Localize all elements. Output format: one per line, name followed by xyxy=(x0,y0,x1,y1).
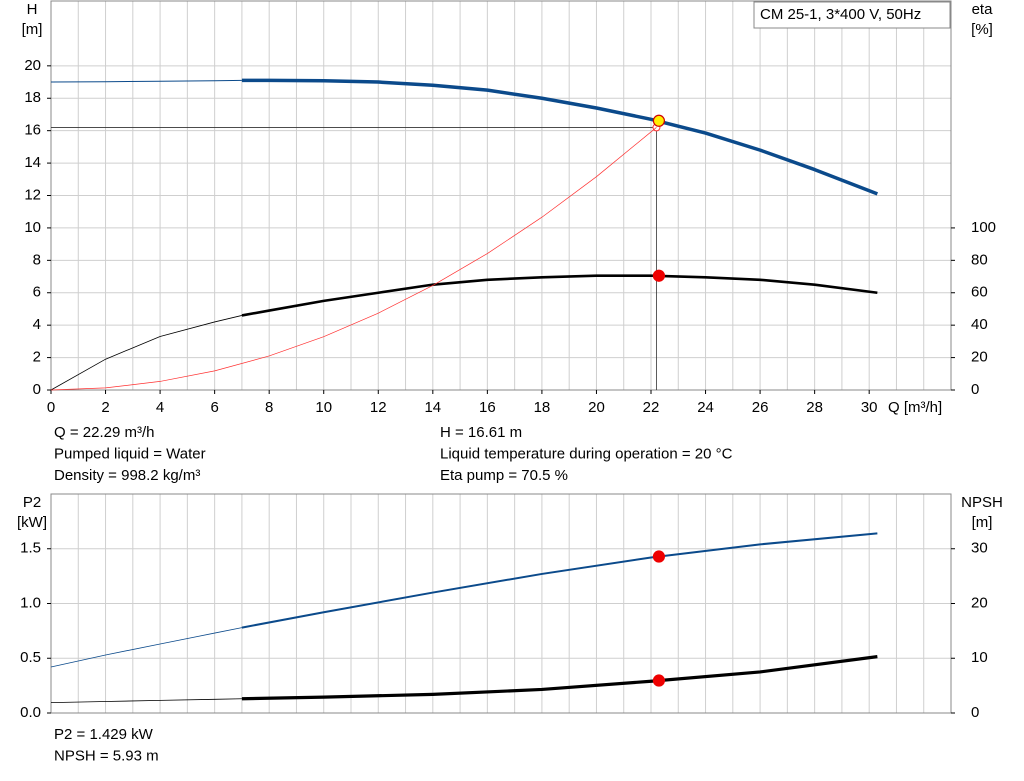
x-tick-label: 22 xyxy=(643,399,660,416)
y-tick-label: 14 xyxy=(24,154,41,171)
y2-tick-label: 20 xyxy=(971,594,988,611)
x-tick-label: 4 xyxy=(156,399,164,416)
series-line xyxy=(50,79,242,83)
info-text: Eta pump = 70.5 % xyxy=(440,467,568,484)
y-axis-label: [kW] xyxy=(17,514,47,531)
y2-tick-label: 60 xyxy=(971,284,988,301)
y2-axis-label: [m] xyxy=(972,514,993,531)
x-tick-label: 8 xyxy=(265,399,273,416)
y-axis-label: H xyxy=(27,1,38,18)
series-line xyxy=(50,698,242,703)
y2-tick-label: 100 xyxy=(971,219,996,236)
y2-axis-label: NPSH xyxy=(961,494,1003,511)
info-text: Pumped liquid = Water xyxy=(54,445,206,462)
y2-tick-label: 0 xyxy=(971,381,979,398)
x-tick-label: 16 xyxy=(479,399,496,416)
y-tick-label: 0.0 xyxy=(20,704,41,721)
y2-axis-label: [%] xyxy=(971,21,993,38)
x-tick-label: 26 xyxy=(752,399,769,416)
legend-box xyxy=(753,1,951,29)
operating-point xyxy=(652,114,666,127)
y-tick-label: 12 xyxy=(24,186,41,203)
x-tick-label: 24 xyxy=(697,399,714,416)
y2-axis-label: eta xyxy=(972,1,994,18)
y-tick-label: 1.0 xyxy=(20,594,41,611)
operating-point xyxy=(652,550,666,563)
x-axis-label: Q [m³/h] xyxy=(888,399,942,416)
y-tick-label: 16 xyxy=(24,122,41,139)
series-line xyxy=(241,532,878,629)
series-line xyxy=(241,78,878,196)
info-text: Density = 998.2 kg/m³ xyxy=(54,467,200,484)
x-tick-label: 20 xyxy=(588,399,605,416)
y-tick-label: 0.5 xyxy=(20,649,41,666)
series-line xyxy=(50,627,242,668)
y2-tick-label: 10 xyxy=(971,649,988,666)
x-tick-label: 2 xyxy=(101,399,109,416)
x-tick-label: 28 xyxy=(806,399,823,416)
y-tick-label: 6 xyxy=(33,284,41,301)
y-axis-label: [m] xyxy=(22,21,43,38)
y-tick-label: 2 xyxy=(33,349,41,366)
operating-point xyxy=(652,269,666,282)
y-tick-label: 8 xyxy=(33,251,41,268)
series-line xyxy=(241,655,878,701)
legend-title: CM 25-1, 3*400 V, 50Hz xyxy=(760,6,921,23)
y-tick-label: 20 xyxy=(24,57,41,74)
y-axis-label: P2 xyxy=(23,494,41,511)
x-tick-label: 10 xyxy=(315,399,332,416)
y2-tick-label: 30 xyxy=(971,540,988,557)
operating-point xyxy=(652,674,666,687)
info-text: P2 = 1.429 kW xyxy=(54,726,154,743)
x-tick-label: 0 xyxy=(47,399,55,416)
info-text: Liquid temperature during operation = 20… xyxy=(440,445,733,462)
info-text: NPSH = 5.93 m xyxy=(54,747,159,764)
x-tick-label: 14 xyxy=(424,399,441,416)
y-tick-label: 10 xyxy=(24,219,41,236)
series-line xyxy=(50,127,657,391)
info-text: H = 16.61 m xyxy=(440,424,522,441)
x-tick-label: 6 xyxy=(210,399,218,416)
y-tick-label: 0 xyxy=(33,381,41,398)
y2-tick-label: 0 xyxy=(971,704,979,721)
y2-tick-label: 40 xyxy=(971,316,988,333)
y-tick-label: 4 xyxy=(33,316,41,333)
series-line xyxy=(50,315,243,391)
x-tick-label: 12 xyxy=(370,399,387,416)
y2-tick-label: 20 xyxy=(971,349,988,366)
info-text: Q = 22.29 m³/h xyxy=(54,424,154,441)
x-tick-label: 18 xyxy=(534,399,551,416)
y-tick-label: 1.5 xyxy=(20,540,41,557)
y2-tick-label: 80 xyxy=(971,251,988,268)
series-line xyxy=(241,274,878,317)
y-tick-label: 18 xyxy=(24,89,41,106)
x-tick-label: 30 xyxy=(861,399,878,416)
